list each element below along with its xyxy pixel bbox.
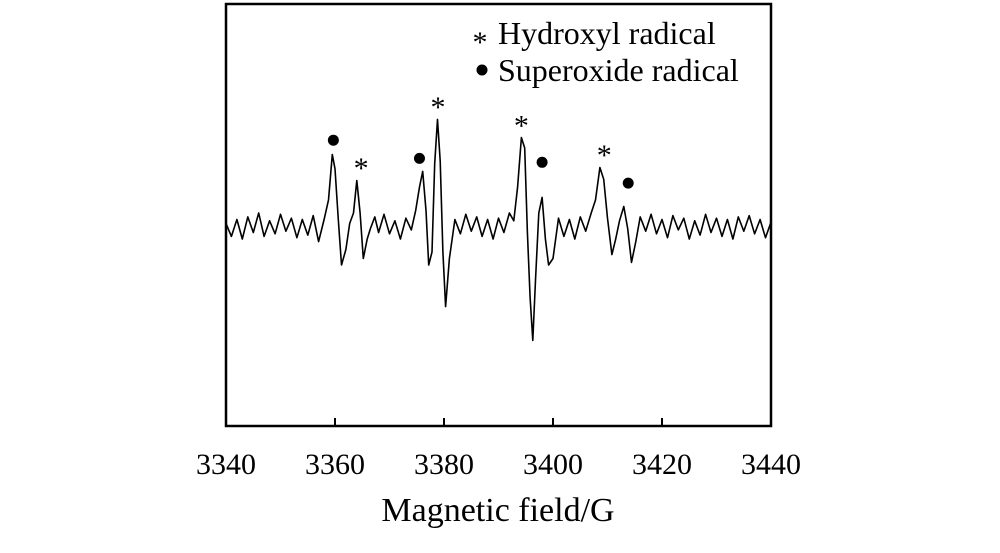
hydroxyl-marker-6: * — [597, 139, 612, 172]
x-axis-ticks — [225, 418, 772, 426]
hydroxyl-marker-4: * — [514, 109, 529, 142]
legend: * Hydroxyl radical Superoxide radical — [473, 15, 739, 88]
x-tick-labels: 3340 3360 3380 3400 3420 3440 — [196, 448, 801, 481]
peak-markers: * * * * — [327, 91, 634, 189]
x-tick-label-3400: 3400 — [523, 448, 583, 481]
legend-symbol-superoxide — [476, 64, 488, 76]
spectrum-line — [225, 118, 772, 342]
superoxide-marker-2 — [413, 152, 425, 164]
hydroxyl-marker-1: * — [354, 152, 369, 185]
x-tick-label-3340: 3340 — [196, 448, 256, 481]
x-tick-label-3380: 3380 — [414, 448, 474, 481]
superoxide-marker-7 — [622, 177, 634, 189]
legend-label-superoxide: Superoxide radical — [498, 52, 739, 88]
legend-symbol-hydroxyl: * — [473, 26, 488, 59]
superoxide-marker-0 — [327, 134, 339, 146]
legend-label-hydroxyl: Hydroxyl radical — [498, 15, 716, 51]
plot-frame — [224, 2, 773, 428]
x-axis-title: Magnetic field/G — [381, 492, 614, 529]
x-tick-label-3420: 3420 — [632, 448, 692, 481]
superoxide-marker-5 — [536, 156, 548, 168]
x-tick-label-3440: 3440 — [741, 448, 801, 481]
hydroxyl-marker-3: * — [431, 91, 446, 124]
x-tick-label-3360: 3360 — [305, 448, 365, 481]
